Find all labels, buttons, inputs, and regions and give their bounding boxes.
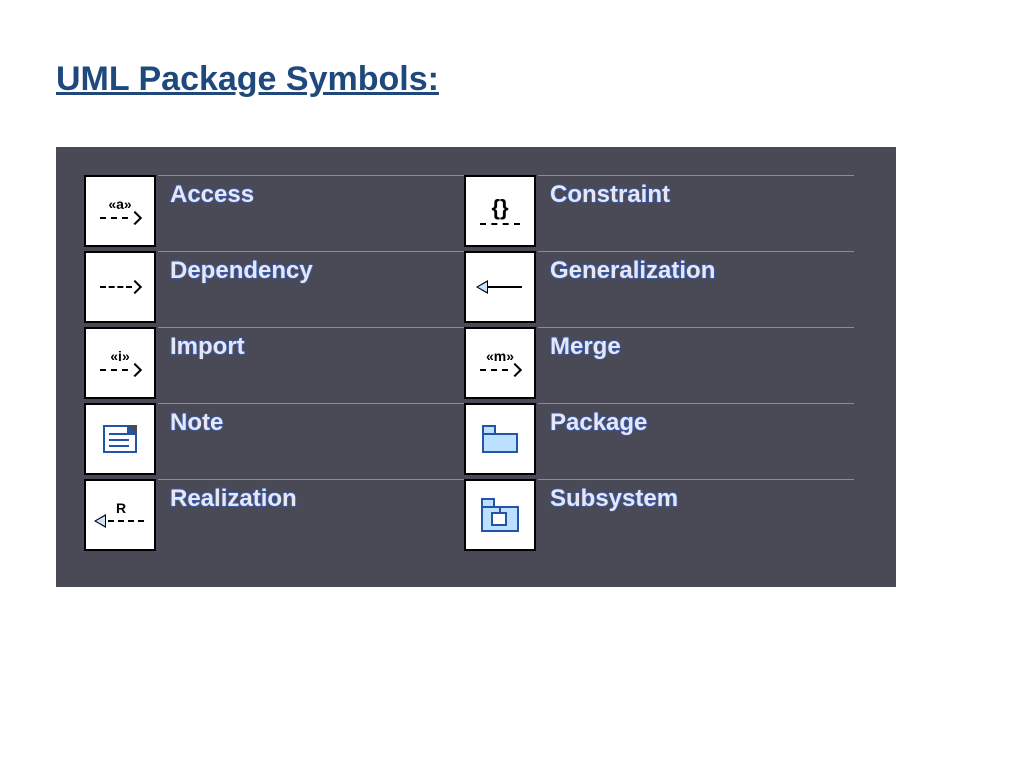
palette-item-generalization[interactable]: Generalization: [464, 251, 844, 327]
palette-label: Package: [550, 403, 647, 437]
stereotype-label: R: [116, 500, 126, 516]
palette-item-access[interactable]: «a» Access: [84, 175, 464, 251]
palette-item-subsystem[interactable]: Subsystem: [464, 479, 844, 555]
generalization-icon: [464, 251, 536, 323]
palette-label: Dependency: [170, 251, 313, 285]
stereotype-label: «i»: [110, 349, 129, 363]
palette-item-dependency[interactable]: Dependency: [84, 251, 464, 327]
palette-label: Constraint: [550, 175, 670, 209]
palette-label: Note: [170, 403, 223, 437]
stereotype-label: «m»: [486, 349, 514, 363]
palette-item-note[interactable]: Note: [84, 403, 464, 479]
left-column: «a» Access Dependency «i»: [84, 175, 464, 555]
palette-label: Realization: [170, 479, 297, 513]
palette-label: Merge: [550, 327, 621, 361]
palette-item-import[interactable]: «i» Import: [84, 327, 464, 403]
palette-label: Access: [170, 175, 254, 209]
palette-item-merge[interactable]: «m» Merge: [464, 327, 844, 403]
stereotype-label: «a»: [108, 197, 131, 211]
access-icon: «a»: [84, 175, 156, 247]
merge-icon: «m»: [464, 327, 536, 399]
palette-item-constraint[interactable]: {} Constraint: [464, 175, 844, 251]
braces-glyph: {}: [491, 197, 508, 219]
subsystem-icon: [464, 479, 536, 551]
palette-label: Subsystem: [550, 479, 678, 513]
palette-label: Generalization: [550, 251, 715, 285]
realization-icon: R: [84, 479, 156, 551]
symbol-palette-panel: «a» Access Dependency «i»: [56, 147, 896, 587]
import-icon: «i»: [84, 327, 156, 399]
dependency-icon: [84, 251, 156, 323]
package-icon: [464, 403, 536, 475]
right-column: {} Constraint Generalization: [464, 175, 844, 555]
page-title: UML Package Symbols:: [56, 60, 968, 99]
palette-item-realization[interactable]: R Realization: [84, 479, 464, 555]
palette-label: Import: [170, 327, 245, 361]
note-icon: [84, 403, 156, 475]
palette-item-package[interactable]: Package: [464, 403, 844, 479]
constraint-icon: {}: [464, 175, 536, 247]
